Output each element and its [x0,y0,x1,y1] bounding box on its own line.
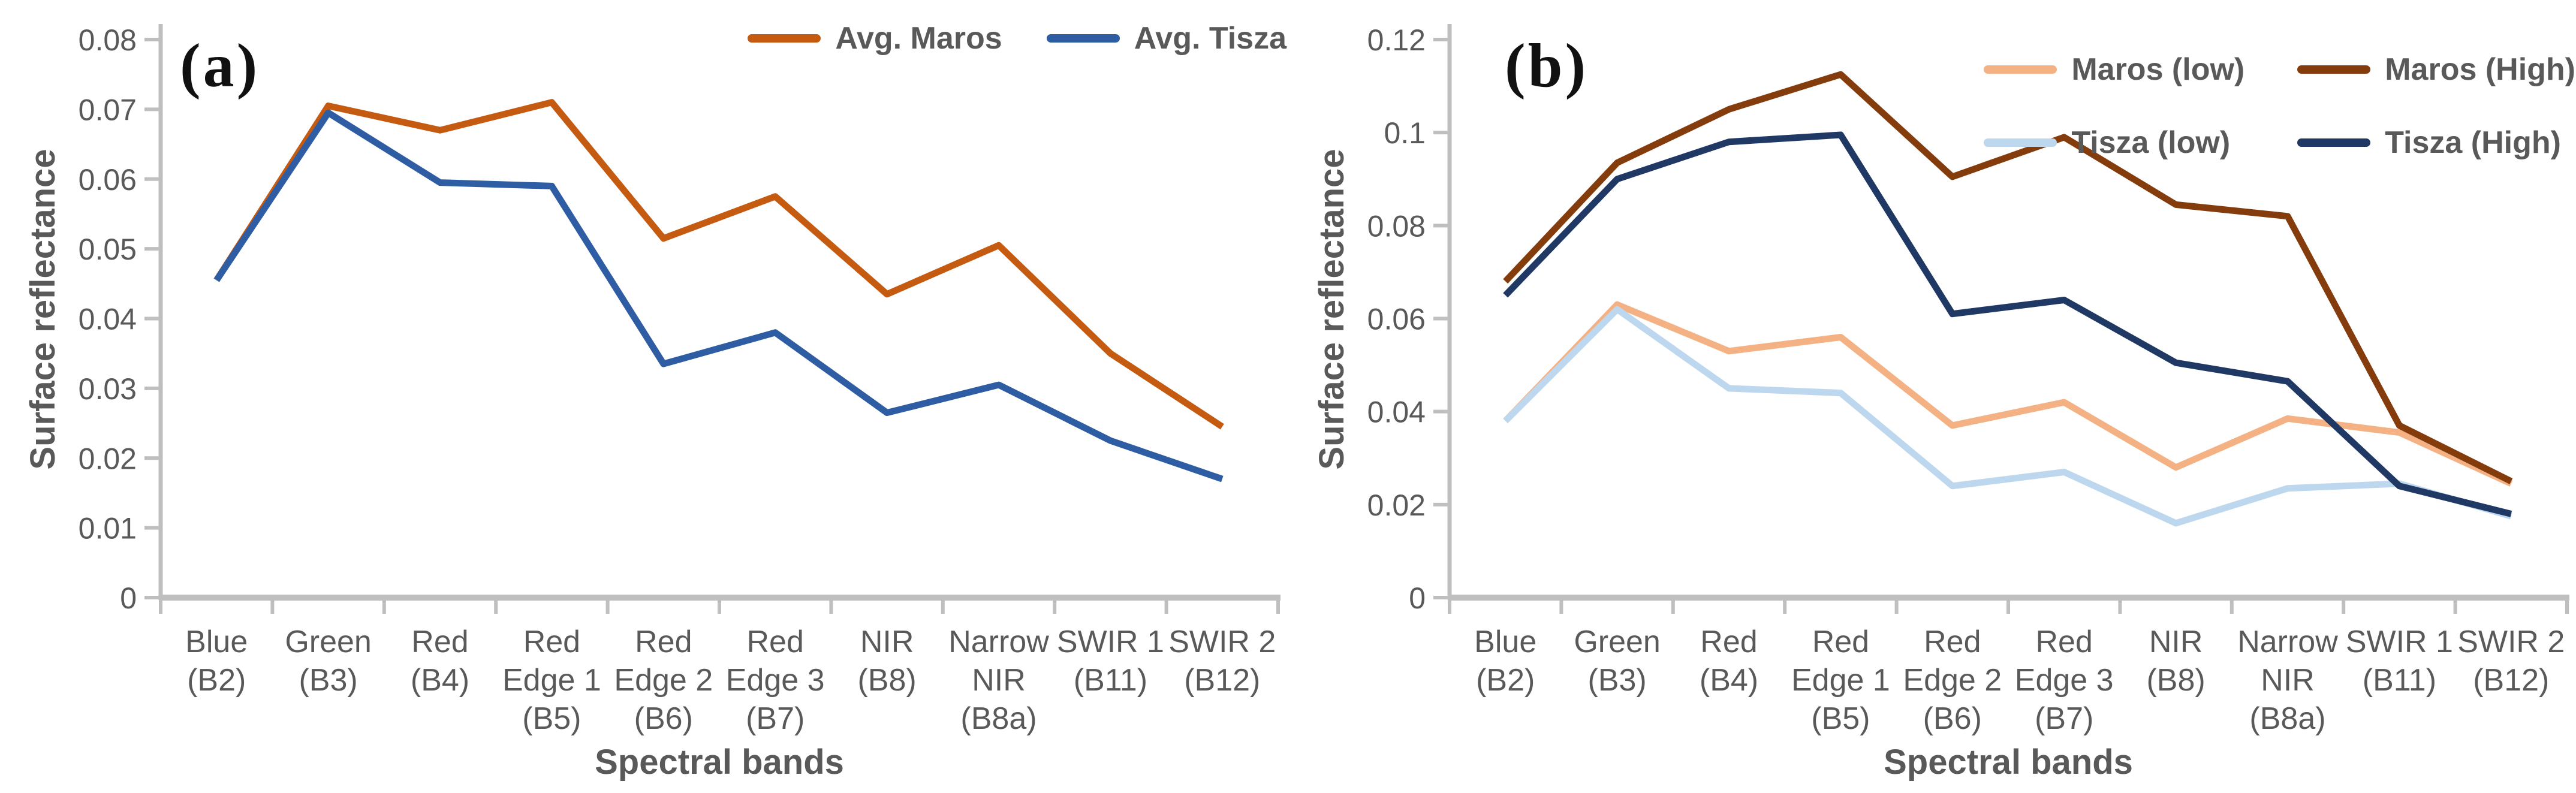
y-tick-label: 0.12 [1367,23,1426,57]
y-tick-label: 0.03 [79,372,137,406]
legend-line-swatch [2297,138,2371,147]
legend-label: Tisza (High) [2385,125,2561,160]
y-tick-label: 0.05 [79,233,137,266]
y-tick-label: 0.06 [1367,303,1426,336]
category-label: Narrow NIR (B8a) [948,625,1049,736]
y-tick-label: 0.08 [79,23,137,57]
y-axis-title: Surface reflectance [23,149,62,470]
legend-label: Avg. Tisza [1134,21,1287,56]
category-label: NIR (B8) [2146,625,2205,698]
legend-line-swatch [2297,65,2371,74]
category-label: Red Edge 1 (B5) [502,625,601,736]
category-label: Narrow NIR (B8a) [2237,625,2338,736]
y-tick-label: 0.04 [79,303,137,336]
line-chart-a: 0 0.01 0.02 0.03 0.04 0.05 0.06 0.07 0.08 Blue (B2… [79,23,1281,736]
chart-panel-b: 0 0.02 0.04 0.06 0.08 0.1 0.12 Blue (B2) Green (B3… [1289,0,2576,793]
category-label: Green (B3) [1574,625,1661,698]
y-tick-label: 0.02 [1367,489,1426,522]
legend-label: Avg. Maros [835,21,1002,56]
category-label: NIR (B8) [857,625,916,698]
panel-label-b: (b) [1505,31,1589,100]
series-line-tisza-low- [1503,306,2512,527]
legend-line-swatch [1046,34,1120,43]
y-tick-label: 0 [120,581,137,615]
y-tick-label: 0.06 [79,163,137,197]
series-line-maros-low- [1503,301,2513,487]
category-label: SWIR 1 (B11) [1057,625,1164,698]
series-line-maros-high- [1503,71,2513,484]
y-tick-label: 0 [1409,581,1426,615]
legend-item: Avg. Maros [748,20,1002,56]
y-tick-label: 0.02 [79,442,137,475]
line-chart-b: 0 0.02 0.04 0.06 0.08 0.1 0.12 Blue (B2) Green (B3… [1367,23,2569,736]
legend-label: Tisza (low) [2071,125,2231,160]
category-label: Red (B4) [411,625,469,698]
y-tick-label: 0.04 [1367,396,1426,429]
y-axis-title: Surface reflectance [1312,149,1351,470]
category-label: Red Edge 3 (B7) [2015,625,2114,736]
category-label: Red Edge 1 (B5) [1791,625,1890,736]
legend-a: Avg. Maros Avg. Tisza [748,20,1287,56]
y-tick-label: 0.08 [1367,209,1426,243]
category-label: Blue (B2) [1474,625,1536,698]
y-tick-label: 0.1 [1384,116,1426,150]
legend-item: Maros (High) [2297,52,2575,88]
series-line-avg-tisza [213,109,1224,483]
legend-label: Maros (High) [2385,52,2575,87]
category-label: Green (B3) [285,625,372,698]
legend-item: Tisza (low) [1984,125,2230,161]
legend-item: Avg. Tisza [1046,20,1287,56]
x-axis-title: Spectral bands [1884,743,2133,782]
legend-item: Maros (low) [1984,52,2244,88]
legend-item: Tisza (High) [2297,125,2561,161]
series-line-tisza-high- [1503,131,2512,517]
legend-b: Maros (low) Maros (High) Tisza (low) Tisza … [1984,52,2575,161]
category-label: Red Edge 2 (B6) [1903,625,2002,736]
category-label: Red Edge 2 (B6) [614,625,713,736]
legend-line-swatch [1984,65,2057,74]
series-line-avg-maros [213,99,1224,430]
chart-panel-a: 0 0.01 0.02 0.03 0.04 0.05 0.06 0.07 0.08 Blue (B2… [23,20,1287,782]
legend-line-swatch [1984,138,2057,147]
category-label: SWIR 2 (B12) [2457,625,2565,698]
category-label: Red Edge 3 (B7) [726,625,825,736]
legend-line-swatch [748,34,821,43]
panel-label-a: (a) [180,31,260,100]
category-label: SWIR 2 (B12) [1168,625,1276,698]
legend-label: Maros (low) [2071,52,2245,87]
x-axis-title: Spectral bands [595,743,844,782]
category-label: Red (B4) [1700,625,1758,698]
category-label: Blue (B2) [185,625,248,698]
y-tick-label: 0.07 [79,93,137,126]
category-label: SWIR 1 (B11) [2346,625,2453,698]
y-tick-label: 0.01 [79,512,137,545]
